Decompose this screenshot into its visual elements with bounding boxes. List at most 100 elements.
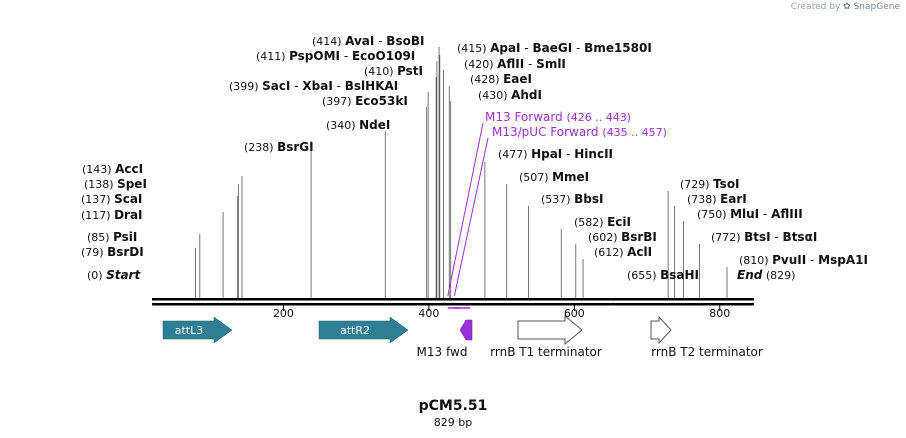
site-label[interactable]: (138) SpeI bbox=[84, 177, 147, 191]
site-label[interactable]: (410) PstI bbox=[364, 64, 423, 78]
site-label[interactable]: (414) AvaI - BsoBI bbox=[312, 34, 424, 48]
enzyme-name: SmlI bbox=[536, 57, 566, 71]
site-position: (829) bbox=[762, 269, 795, 282]
site-position: (537) bbox=[541, 193, 574, 206]
site-label[interactable]: (137) ScaI bbox=[81, 192, 142, 206]
plasmid-name: pCM5.51 bbox=[418, 398, 488, 414]
site-position: (410) bbox=[364, 65, 397, 78]
site-position: (414) bbox=[312, 35, 345, 48]
site-position: (810) bbox=[739, 254, 772, 267]
site-separator: - bbox=[759, 207, 771, 221]
site-label[interactable]: (477) HpaI - HincII bbox=[498, 147, 613, 161]
site-separator: - bbox=[374, 34, 386, 48]
enzyme-name: BtsI bbox=[744, 230, 771, 244]
credit-brand: SnapGene bbox=[853, 2, 900, 12]
site-position: (415) bbox=[457, 42, 490, 55]
site-label[interactable]: (415) ApaI - BaeGI - Bme1580I bbox=[457, 41, 652, 55]
enzyme-name: PstI bbox=[397, 64, 423, 78]
feature-labels: M13 fwd rrnB T1 terminator rrnB T2 termi… bbox=[417, 345, 763, 359]
primers: M13 Forward (426 .. 443)M13/pUC Forward … bbox=[447, 110, 667, 309]
svg-text:⋮: ⋮ bbox=[610, 299, 617, 307]
site-position: (430) bbox=[478, 89, 511, 102]
enzyme-name: SpeI bbox=[117, 177, 147, 191]
site-label[interactable]: (411) PspOMI - EcoO109I bbox=[256, 49, 415, 63]
credit-prefix: Created by bbox=[790, 2, 841, 12]
site-position: (138) bbox=[84, 178, 117, 191]
site-label[interactable]: (428) EaeI bbox=[470, 72, 532, 86]
site-separator: - bbox=[771, 230, 783, 244]
site-position: (238) bbox=[244, 141, 277, 154]
primer-label[interactable]: M13 Forward (426 .. 443) bbox=[485, 110, 631, 124]
site-label[interactable]: (430) AhdI bbox=[478, 88, 542, 102]
scale-tick-label: 800 bbox=[709, 307, 730, 320]
site-position: (729) bbox=[680, 178, 713, 191]
site-label[interactable]: (340) NdeI bbox=[326, 118, 390, 132]
enzyme-name: MmeI bbox=[552, 170, 589, 184]
site-label[interactable]: End (829) bbox=[737, 268, 795, 282]
scale-tick-label: 600 bbox=[564, 307, 585, 320]
site-label[interactable]: (750) MluI - AflIII bbox=[697, 207, 803, 221]
site-position: (738) bbox=[687, 193, 720, 206]
enzyme-name: HincII bbox=[574, 147, 613, 161]
snapgene-credit: Created by ✿ SnapGene bbox=[791, 2, 900, 12]
enzyme-name: AclI bbox=[627, 245, 652, 259]
site-label[interactable]: (420) AflII - SmlI bbox=[464, 57, 566, 71]
plasmid-length: 829 bp bbox=[433, 416, 473, 429]
site-label[interactable]: (0) Start bbox=[87, 268, 141, 282]
feature-rrnbt1[interactable] bbox=[517, 314, 583, 346]
site-position: (655) bbox=[627, 269, 660, 282]
site-separator: - bbox=[340, 49, 352, 63]
site-position: (0) bbox=[87, 269, 106, 282]
site-position: (428) bbox=[470, 73, 503, 86]
enzyme-name: TsoI bbox=[713, 177, 739, 191]
site-position: (411) bbox=[256, 50, 289, 63]
enzyme-name: EciI bbox=[607, 215, 631, 229]
site-label[interactable]: (143) AccI bbox=[82, 162, 143, 176]
site-label[interactable]: (655) BsaHI bbox=[627, 268, 699, 282]
feature-attr2[interactable]: attR2 bbox=[318, 316, 409, 344]
site-position: (750) bbox=[697, 208, 730, 221]
site-label[interactable]: (79) BsrDI bbox=[81, 245, 144, 259]
site-label[interactable]: (582) EciI bbox=[574, 215, 631, 229]
primer-name: M13/pUC Forward bbox=[492, 125, 602, 139]
enzyme-name: MluI bbox=[730, 207, 759, 221]
enzyme-name: PvuII bbox=[772, 253, 806, 267]
site-separator: - bbox=[806, 253, 818, 267]
backbone-breaks: ⋮ ⋮ ⋮ ⋮ bbox=[150, 299, 757, 307]
site-label[interactable]: (612) AclI bbox=[594, 245, 652, 259]
site-label[interactable]: (537) BbsI bbox=[541, 192, 603, 206]
site-position: (399) bbox=[229, 80, 262, 93]
feature-rrnbt2[interactable] bbox=[650, 315, 672, 345]
site-labels: (0) Start (79) BsrDI(85) PsiI (117) DraI (1… bbox=[81, 34, 868, 282]
feature-attl3[interactable]: attL3 bbox=[162, 316, 233, 344]
site-label[interactable]: (397) Eco53kI bbox=[322, 94, 408, 108]
site-label[interactable]: (85) PsiI bbox=[87, 230, 137, 244]
site-separator: - bbox=[290, 79, 302, 93]
enzyme-name: Start bbox=[106, 268, 141, 282]
enzyme-name: EarI bbox=[720, 192, 747, 206]
svg-text:⋮: ⋮ bbox=[150, 299, 157, 307]
site-label[interactable]: (507) MmeI bbox=[519, 170, 589, 184]
site-position: (397) bbox=[322, 95, 355, 108]
enzyme-name: BsaHI bbox=[660, 268, 699, 282]
site-label[interactable]: (738) EarI bbox=[687, 192, 747, 206]
svg-text:⋮: ⋮ bbox=[442, 299, 449, 307]
site-label[interactable]: (602) BsrBI bbox=[588, 230, 657, 244]
site-position: (137) bbox=[81, 193, 114, 206]
site-label[interactable]: (772) BtsI - BtsαI bbox=[711, 230, 817, 244]
primer-range: (426 .. 443) bbox=[567, 111, 632, 124]
enzyme-name: EcoO109I bbox=[352, 49, 415, 63]
enzyme-name: BsoBI bbox=[386, 34, 424, 48]
site-label[interactable]: (810) PvuII - MspA1I bbox=[739, 253, 868, 267]
site-label[interactable]: (117) DraI bbox=[81, 208, 143, 222]
site-label[interactable]: (729) TsoI bbox=[680, 177, 740, 191]
feature-m13fwd[interactable] bbox=[459, 319, 473, 341]
site-separator: - bbox=[521, 41, 533, 55]
site-label[interactable]: (399) SacI - XbaI - BslHKAI bbox=[229, 79, 398, 93]
primer-label[interactable]: M13/pUC Forward (435 .. 457) bbox=[492, 125, 667, 139]
site-label[interactable]: (238) BsrGI bbox=[244, 140, 314, 154]
enzyme-name: AflIII bbox=[771, 207, 803, 221]
enzyme-name: ApaI bbox=[490, 41, 520, 55]
enzyme-name: XbaI bbox=[302, 79, 332, 93]
